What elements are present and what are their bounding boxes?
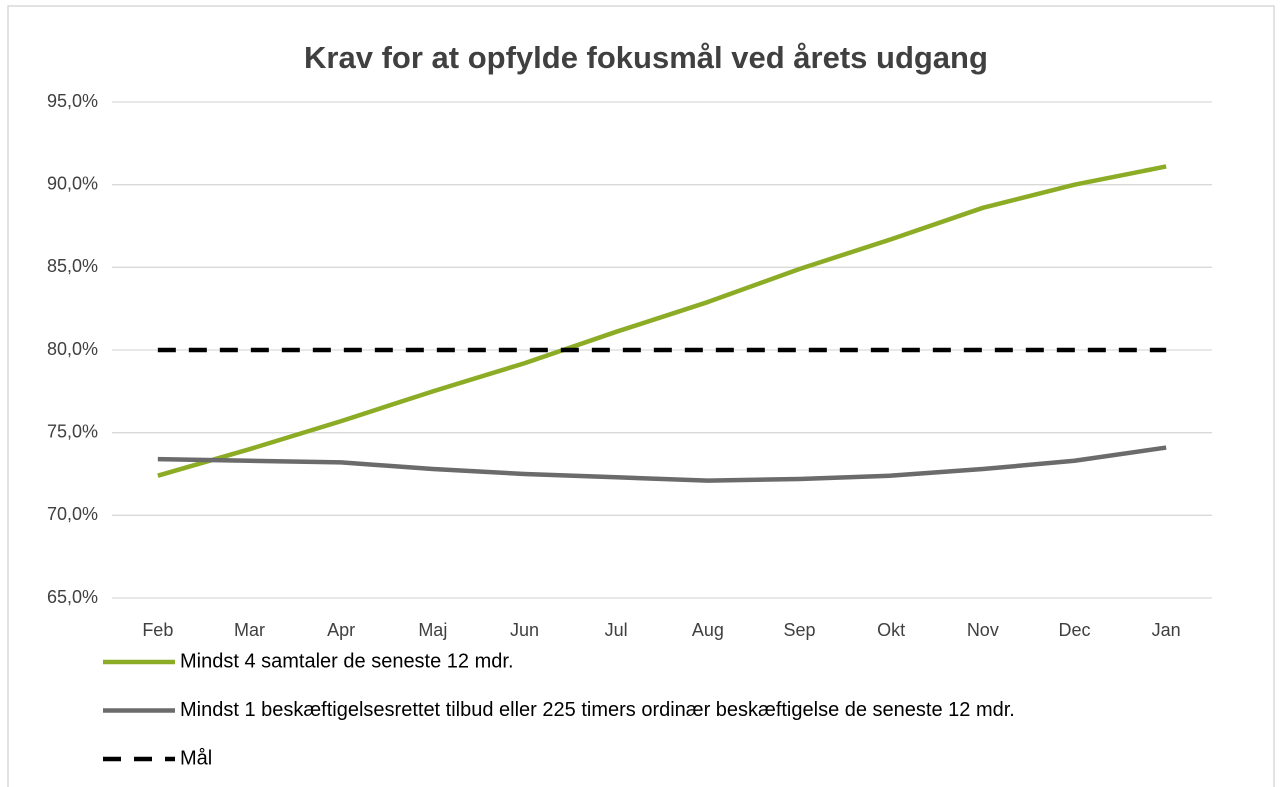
y-tick-label: 75,0% [47,421,98,441]
y-tick-label: 90,0% [47,173,98,193]
legend-label: Mindst 4 samtaler de seneste 12 mdr. [180,650,514,672]
x-tick-label: Jun [510,620,539,640]
chart-frame [7,5,1275,787]
legend-label: Mål [180,747,212,769]
y-tick-label: 70,0% [47,504,98,524]
y-tick-label: 80,0% [47,339,98,359]
x-tick-label: Mar [234,620,265,640]
legend-label: Mindst 1 beskæftigelsesrettet tilbud ell… [180,699,1015,721]
x-tick-label: Nov [967,620,999,640]
series-line [157,445,1167,483]
x-tick-label: Dec [1058,620,1090,640]
x-tick-label: Sep [783,620,815,640]
x-tick-label: Okt [877,620,905,640]
x-tick-label: Aug [692,620,724,640]
series-line [157,164,1167,478]
x-tick-label: Apr [327,620,355,640]
y-tick-label: 95,0% [47,91,98,111]
x-tick-label: Jul [605,620,628,640]
x-tick-label: Feb [142,620,173,640]
x-tick-label: Maj [418,620,447,640]
y-tick-label: 65,0% [47,587,98,607]
y-tick-label: 85,0% [47,256,98,276]
x-tick-label: Jan [1152,620,1181,640]
chart-title: Krav for at opfylde fokusmål ved årets u… [304,40,988,75]
